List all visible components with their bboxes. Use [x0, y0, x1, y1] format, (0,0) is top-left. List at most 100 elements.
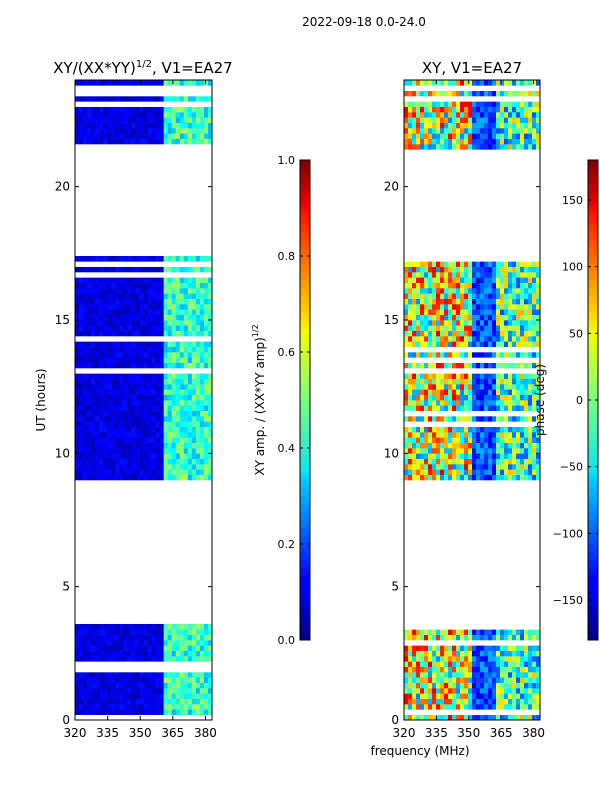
heatmap-cell — [480, 421, 485, 427]
heatmap-cell — [95, 698, 100, 705]
heatmap-cell — [123, 453, 128, 459]
heatmap-cell — [155, 650, 161, 657]
heatmap-cell — [468, 96, 473, 102]
heatmap-cell — [464, 85, 469, 91]
heatmap-cell — [424, 448, 429, 454]
heatmap-cell — [91, 336, 96, 342]
heatmap-cell — [424, 666, 429, 673]
heatmap-cell — [524, 341, 529, 347]
heatmap-cell — [516, 634, 521, 641]
heatmap-cell — [452, 112, 457, 118]
heatmap-cell — [123, 261, 128, 267]
heatmap-cell — [512, 464, 517, 470]
heatmap-cell — [115, 437, 120, 443]
heatmap-cell — [151, 384, 156, 390]
heatmap-cell — [420, 144, 425, 150]
heatmap-cell — [468, 101, 473, 107]
heatmap-cell — [111, 352, 116, 358]
heatmap-cell — [155, 261, 161, 267]
heatmap-cell — [159, 688, 165, 694]
heatmap-cell — [147, 624, 152, 630]
heatmap-cell — [139, 629, 144, 635]
heatmap-cell — [87, 101, 92, 107]
heatmap-cell — [147, 341, 152, 347]
heatmap-cell — [456, 464, 461, 470]
heatmap-cell — [155, 314, 161, 321]
heatmap-cell — [119, 96, 124, 102]
heatmap-cell — [175, 357, 181, 363]
heatmap-cell — [516, 650, 521, 657]
heatmap-cell — [464, 682, 469, 689]
heatmap-cell — [480, 464, 485, 470]
y-tick-label: 15 — [55, 313, 70, 327]
heatmap-cell — [75, 469, 80, 475]
heatmap-cell — [408, 634, 413, 641]
heatmap-cell — [91, 634, 96, 641]
heatmap-cell — [75, 464, 80, 470]
heatmap-cell — [163, 378, 169, 385]
heatmap-cell — [123, 138, 128, 145]
heatmap-cell — [91, 362, 96, 369]
heatmap-cell — [464, 277, 469, 283]
heatmap-cell — [416, 309, 421, 315]
heatmap-cell — [179, 112, 185, 118]
heatmap-cell — [123, 282, 128, 289]
heatmap-cell — [115, 309, 120, 315]
heatmap-cell — [83, 640, 88, 646]
heatmap-cell — [135, 320, 140, 326]
heatmap-cell — [456, 672, 461, 678]
heatmap-cell — [163, 277, 169, 283]
heatmap-cell — [420, 90, 425, 97]
y-tick-label: 10 — [55, 446, 70, 460]
heatmap-cell — [163, 85, 169, 91]
heatmap-cell — [520, 442, 525, 449]
heatmap-cell — [127, 346, 132, 353]
heatmap-cell — [111, 650, 116, 657]
heatmap-cell — [127, 416, 132, 422]
heatmap-cell — [167, 266, 173, 273]
heatmap-cell — [191, 469, 197, 475]
heatmap-cell — [143, 389, 148, 395]
heatmap-cell — [183, 256, 189, 262]
heatmap-cell — [472, 448, 477, 454]
heatmap-cell — [528, 122, 533, 129]
heatmap-cell — [107, 698, 112, 705]
heatmap-cell — [79, 698, 84, 705]
heatmap-cell — [448, 469, 453, 475]
heatmap-cell — [516, 112, 521, 118]
heatmap-cell — [171, 341, 177, 347]
heatmap-cell — [187, 453, 193, 459]
heatmap-cell — [412, 384, 417, 390]
heatmap-cell — [87, 341, 92, 347]
heatmap-cell — [191, 688, 197, 694]
heatmap-cell — [83, 645, 88, 651]
heatmap-cell — [480, 672, 485, 678]
heatmap-cell — [456, 128, 461, 134]
heatmap-cell — [424, 373, 429, 379]
heatmap-cell — [428, 122, 433, 129]
heatmap-cell — [476, 464, 481, 470]
heatmap-cell — [464, 90, 469, 97]
heatmap-cell — [115, 112, 120, 118]
heatmap-cell — [404, 704, 409, 710]
heatmap-cell — [436, 384, 441, 390]
heatmap-cell — [143, 266, 148, 273]
heatmap-cell — [416, 410, 421, 417]
heatmap-cell — [183, 709, 189, 715]
heatmap-cell — [163, 106, 169, 113]
heatmap-cell — [95, 400, 100, 406]
heatmap-cell — [175, 645, 181, 651]
heatmap-cell — [131, 698, 136, 705]
heatmap-cell — [452, 304, 457, 310]
heatmap-cell — [444, 437, 449, 443]
heatmap-cell — [532, 122, 537, 129]
heatmap-cell — [115, 293, 120, 299]
heatmap-cell — [75, 432, 80, 438]
heatmap-cell — [532, 432, 537, 438]
heatmap-cell — [520, 453, 525, 459]
heatmap-cell — [203, 400, 209, 406]
heatmap-cell — [83, 416, 88, 422]
heatmap-cell — [508, 698, 513, 705]
heatmap-cell — [187, 362, 193, 369]
heatmap-cell — [75, 400, 80, 406]
